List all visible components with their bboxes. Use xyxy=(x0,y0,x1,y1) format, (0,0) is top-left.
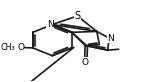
Text: O: O xyxy=(81,58,88,67)
Text: O: O xyxy=(17,43,24,52)
Text: N: N xyxy=(47,20,54,29)
Text: CH₃: CH₃ xyxy=(0,42,15,51)
Text: S: S xyxy=(74,10,81,20)
Text: N: N xyxy=(107,34,114,43)
